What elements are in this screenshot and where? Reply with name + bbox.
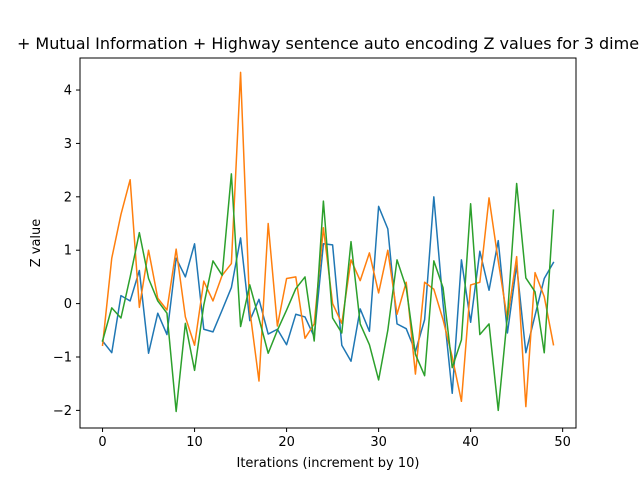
y-tick-label: −2 (53, 404, 72, 419)
x-axis-label: Iterations (increment by 10) (237, 456, 420, 471)
y-axis: −2 −1 0 1 2 3 4 (53, 84, 80, 419)
x-tick-label: 50 (554, 435, 571, 450)
x-tick-label: 20 (278, 435, 295, 450)
y-tick-label: 1 (64, 244, 72, 259)
plot-frame (79, 57, 577, 429)
x-axis: 0 10 20 30 40 50 (98, 428, 571, 450)
y-tick-label: 4 (64, 84, 72, 99)
series-line-3 (101, 173, 555, 413)
x-tick-label: 10 (186, 435, 203, 450)
y-tick-label: 2 (64, 190, 72, 205)
y-axis-label: Z value (29, 219, 44, 268)
series-layer (101, 71, 555, 413)
y-tick-label: 3 (64, 137, 72, 152)
y-tick-label: 0 (64, 297, 72, 312)
x-tick-label: 30 (370, 435, 387, 450)
x-tick-label: 0 (98, 435, 106, 450)
y-tick-label: −1 (53, 350, 72, 365)
chart-title: + Mutual Information + Highway sentence … (17, 34, 639, 53)
x-tick-label: 40 (462, 435, 479, 450)
